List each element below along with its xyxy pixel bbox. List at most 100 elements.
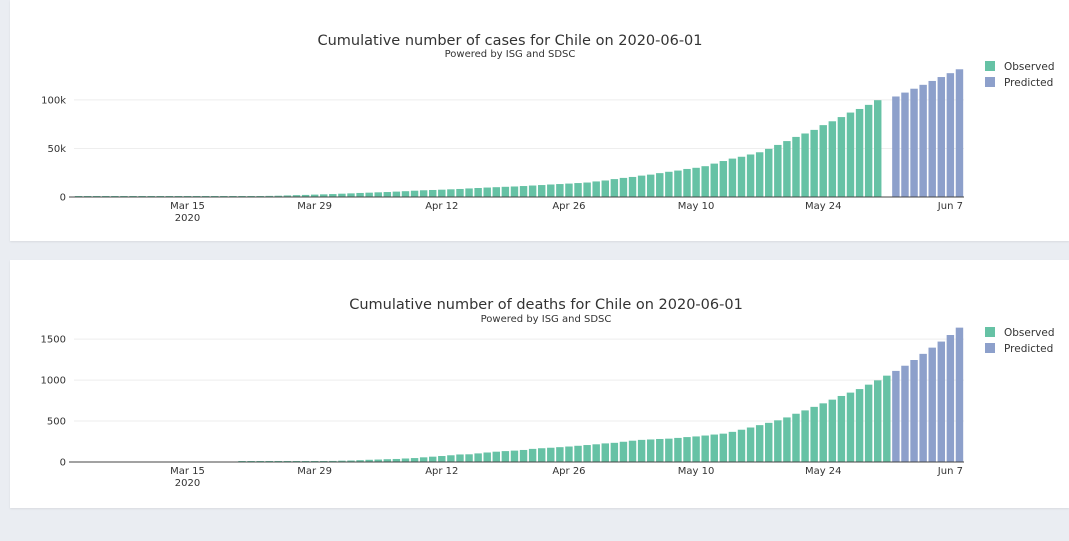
bar-observed[interactable] bbox=[519, 186, 528, 197]
bar-observed[interactable] bbox=[447, 189, 455, 197]
bar-observed[interactable] bbox=[537, 185, 546, 197]
bar-observed[interactable] bbox=[765, 422, 773, 462]
bar-observed[interactable] bbox=[710, 434, 718, 462]
bar-observed[interactable] bbox=[828, 399, 837, 462]
bar-observed[interactable] bbox=[510, 450, 519, 462]
bar-observed[interactable] bbox=[855, 389, 864, 462]
bar-observed[interactable] bbox=[737, 429, 746, 462]
bar-observed[interactable] bbox=[801, 410, 809, 462]
bar-observed[interactable] bbox=[719, 161, 728, 197]
bar-observed[interactable] bbox=[419, 457, 428, 462]
bar-observed[interactable] bbox=[628, 176, 637, 197]
bar-observed[interactable] bbox=[774, 144, 782, 197]
bar-observed[interactable] bbox=[792, 136, 800, 197]
bar-observed[interactable] bbox=[755, 152, 764, 197]
bar-observed[interactable] bbox=[656, 438, 664, 462]
bar-observed[interactable] bbox=[519, 449, 528, 462]
bar-observed[interactable] bbox=[565, 446, 573, 462]
bar-observed[interactable] bbox=[619, 177, 628, 197]
bar-observed[interactable] bbox=[410, 190, 419, 197]
bar-observed[interactable] bbox=[556, 184, 564, 197]
bar-predicted[interactable] bbox=[892, 370, 900, 462]
bar-observed[interactable] bbox=[438, 189, 446, 197]
bar-observed[interactable] bbox=[483, 187, 491, 197]
bar-predicted[interactable] bbox=[901, 92, 909, 197]
bar-observed[interactable] bbox=[301, 194, 310, 197]
bar-observed[interactable] bbox=[492, 451, 501, 462]
bar-observed[interactable] bbox=[728, 158, 737, 197]
bar-observed[interactable] bbox=[501, 451, 510, 462]
bar-predicted[interactable] bbox=[937, 341, 946, 462]
bar-predicted[interactable] bbox=[928, 80, 936, 197]
bar-predicted[interactable] bbox=[910, 88, 918, 197]
bar-observed[interactable] bbox=[783, 417, 791, 462]
bar-observed[interactable] bbox=[683, 437, 691, 462]
bar-predicted[interactable] bbox=[955, 327, 964, 462]
bar-observed[interactable] bbox=[574, 183, 582, 197]
bar-observed[interactable] bbox=[746, 154, 755, 197]
bar-observed[interactable] bbox=[401, 191, 410, 197]
bar-observed[interactable] bbox=[701, 166, 709, 197]
bar-observed[interactable] bbox=[274, 195, 283, 197]
bar-observed[interactable] bbox=[674, 437, 682, 462]
bar-predicted[interactable] bbox=[919, 353, 927, 462]
bar-observed[interactable] bbox=[710, 163, 718, 197]
bar-observed[interactable] bbox=[547, 184, 555, 197]
bar-observed[interactable] bbox=[356, 192, 364, 197]
bar-observed[interactable] bbox=[492, 187, 501, 197]
bar-observed[interactable] bbox=[864, 104, 873, 197]
bar-observed[interactable] bbox=[692, 436, 700, 462]
bar-observed[interactable] bbox=[765, 148, 773, 197]
bar-observed[interactable] bbox=[665, 171, 673, 197]
bar-observed[interactable] bbox=[837, 117, 846, 197]
bar-observed[interactable] bbox=[456, 188, 464, 197]
bar-observed[interactable] bbox=[601, 443, 609, 462]
bar-observed[interactable] bbox=[501, 186, 510, 197]
bar-observed[interactable] bbox=[338, 193, 346, 197]
bar-observed[interactable] bbox=[637, 175, 646, 197]
bar-observed[interactable] bbox=[419, 190, 428, 197]
legend-item-predicted[interactable]: Predicted bbox=[985, 77, 1053, 89]
bar-observed[interactable] bbox=[692, 167, 700, 197]
bar-observed[interactable] bbox=[855, 108, 864, 197]
bar-predicted[interactable] bbox=[919, 84, 927, 197]
bar-observed[interactable] bbox=[392, 191, 401, 197]
bar-predicted[interactable] bbox=[946, 73, 955, 197]
bar-observed[interactable] bbox=[665, 438, 673, 462]
bar-observed[interactable] bbox=[565, 183, 573, 197]
bar-observed[interactable] bbox=[465, 188, 473, 197]
bar-observed[interactable] bbox=[819, 125, 827, 197]
bar-observed[interactable] bbox=[329, 460, 337, 462]
bar-observed[interactable] bbox=[429, 189, 437, 197]
bar-observed[interactable] bbox=[383, 192, 392, 197]
bar-observed[interactable] bbox=[801, 133, 809, 197]
bar-observed[interactable] bbox=[383, 459, 392, 462]
legend-item-predicted[interactable]: Predicted bbox=[985, 343, 1053, 355]
bar-observed[interactable] bbox=[347, 193, 355, 197]
bar-observed[interactable] bbox=[619, 441, 628, 462]
bar-observed[interactable] bbox=[556, 447, 564, 462]
bar-observed[interactable] bbox=[338, 460, 346, 462]
bar-observed[interactable] bbox=[628, 440, 637, 462]
bar-observed[interactable] bbox=[683, 168, 691, 197]
bar-observed[interactable] bbox=[783, 141, 791, 197]
bar-observed[interactable] bbox=[365, 459, 373, 462]
bar-predicted[interactable] bbox=[955, 69, 964, 197]
bar-observed[interactable] bbox=[846, 392, 855, 462]
bar-predicted[interactable] bbox=[901, 365, 909, 462]
bar-observed[interactable] bbox=[719, 433, 728, 462]
bar-observed[interactable] bbox=[746, 427, 755, 462]
bar-predicted[interactable] bbox=[946, 335, 955, 462]
bar-observed[interactable] bbox=[755, 425, 764, 462]
bar-observed[interactable] bbox=[728, 431, 737, 462]
bar-observed[interactable] bbox=[792, 413, 800, 462]
bar-observed[interactable] bbox=[646, 174, 655, 197]
bar-observed[interactable] bbox=[310, 194, 319, 197]
bar-observed[interactable] bbox=[864, 384, 873, 462]
bar-observed[interactable] bbox=[447, 455, 455, 462]
bar-predicted[interactable] bbox=[928, 347, 936, 462]
bar-observed[interactable] bbox=[737, 156, 746, 197]
bar-observed[interactable] bbox=[374, 459, 382, 462]
bar-observed[interactable] bbox=[474, 453, 482, 462]
bar-observed[interactable] bbox=[846, 112, 855, 197]
